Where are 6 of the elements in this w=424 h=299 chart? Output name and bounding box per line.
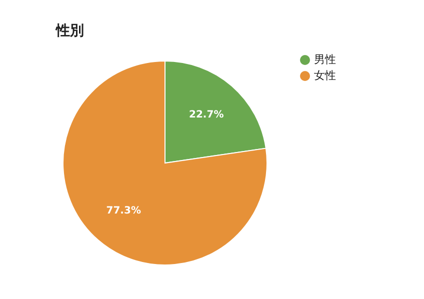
legend-label: 男性 <box>314 53 336 66</box>
data-label: 22.7% <box>189 110 224 121</box>
pie-slice <box>62 60 268 266</box>
legend-label: 女性 <box>314 69 336 82</box>
chart-title: 性別 <box>56 22 84 40</box>
data-label: 77.3% <box>106 205 141 216</box>
